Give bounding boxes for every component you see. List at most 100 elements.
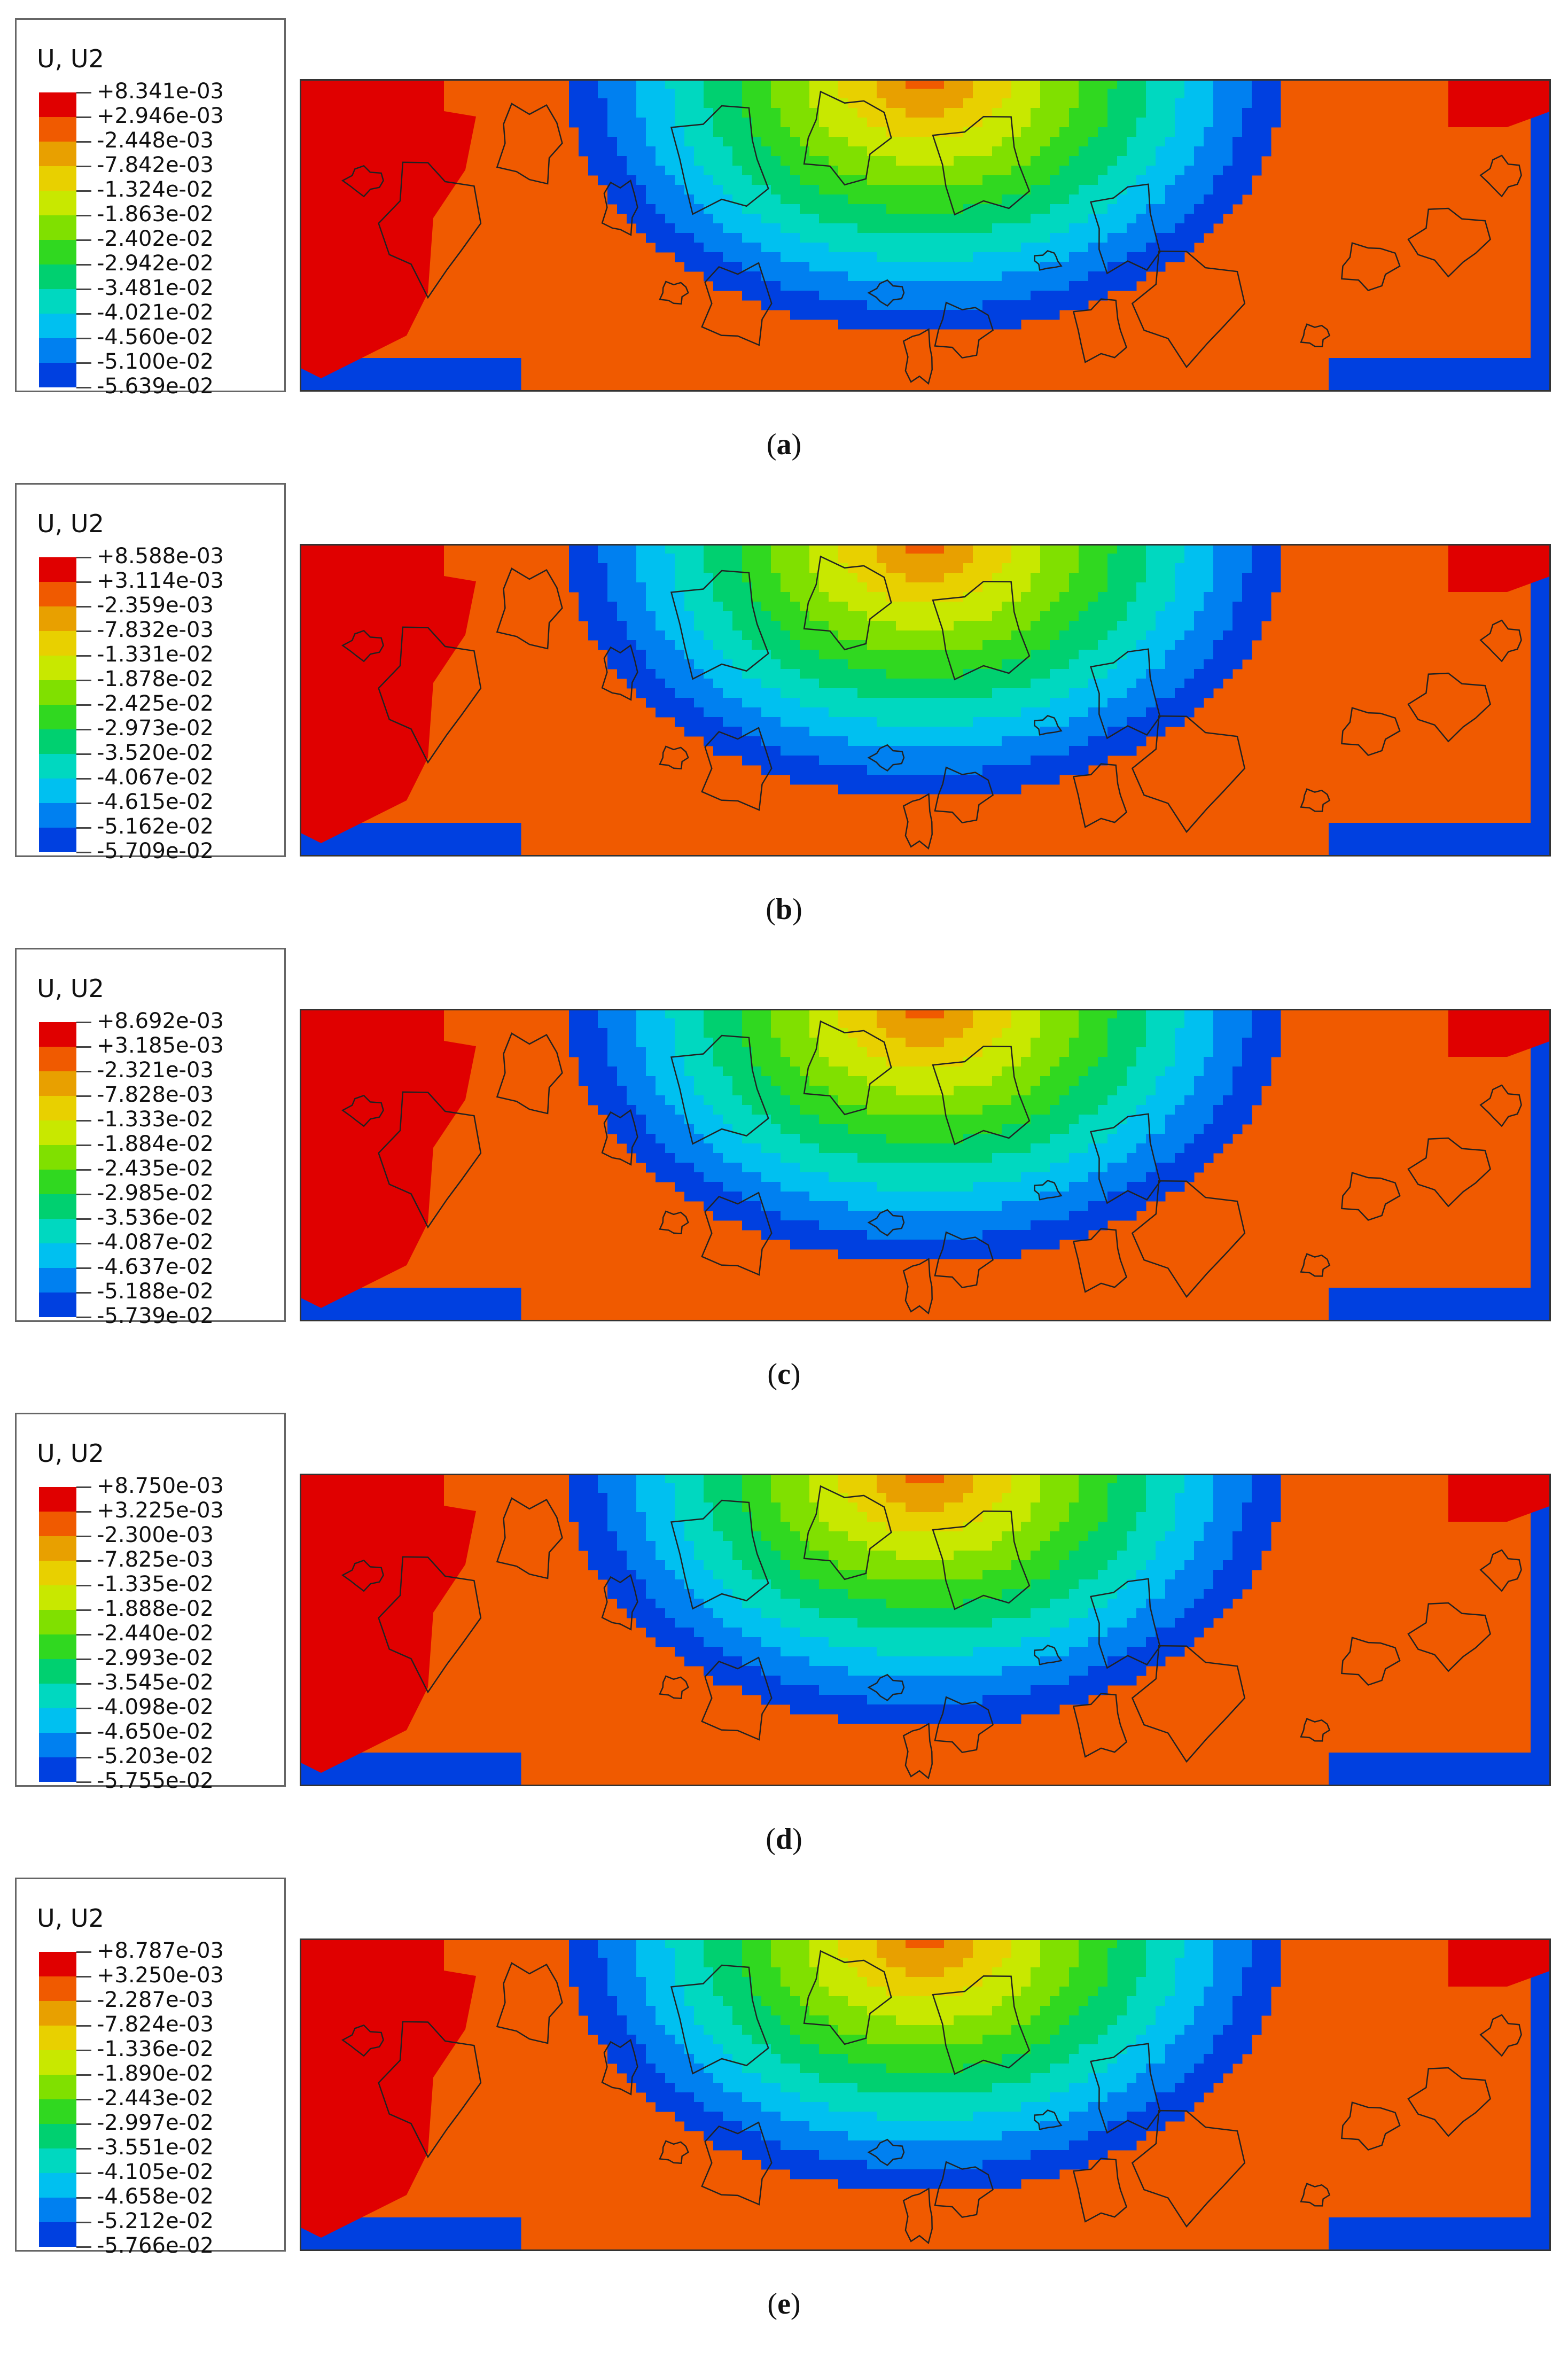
contour-cell (665, 79, 675, 89)
contour-cell (588, 582, 598, 593)
contour-cell (1531, 669, 1541, 679)
contour-cell (1473, 832, 1483, 843)
contour-cell (1059, 1076, 1070, 1086)
contour-cell (1098, 756, 1108, 766)
contour-cell (675, 185, 685, 195)
contour-cell (1146, 118, 1156, 128)
contour-cell (713, 679, 723, 689)
contour-cell (790, 291, 800, 301)
contour-cell (886, 175, 896, 185)
contour-cell (1021, 233, 1031, 243)
contour-cell (482, 832, 493, 843)
contour-cell (1184, 223, 1195, 233)
contour-cell (646, 223, 656, 233)
contour-cell (636, 204, 646, 214)
contour-cell (819, 1009, 829, 1019)
contour-cell (1117, 89, 1127, 99)
contour-cell (1242, 118, 1252, 128)
contour-cell (906, 127, 916, 137)
contour-cell (1156, 214, 1166, 224)
contour-cell (723, 1038, 733, 1048)
contour-cell (1079, 214, 1089, 224)
contour-cell (992, 166, 1002, 176)
contour-cell (627, 1086, 637, 1096)
contour-cell (819, 223, 829, 233)
contour-cell (1540, 1095, 1550, 1105)
contour-cell (982, 592, 993, 602)
contour-cell (934, 214, 945, 224)
contour-cell (742, 214, 752, 224)
contour-cell (1204, 640, 1214, 650)
contour-cell (982, 707, 993, 718)
contour-cell (1540, 291, 1550, 301)
contour-cell (723, 271, 733, 282)
contour-cell (1136, 214, 1146, 224)
contour-cell (617, 108, 627, 118)
contour-cell (886, 118, 896, 128)
contour-cell (800, 698, 810, 708)
contour-cell (656, 1124, 666, 1134)
contour-cell (454, 368, 464, 378)
contour-cell (1088, 98, 1098, 108)
contour-cell (877, 89, 887, 99)
contour-cell (1184, 1124, 1195, 1134)
contour-cell (906, 621, 916, 631)
contour-cell (1175, 204, 1185, 214)
contour-cell (761, 118, 771, 128)
contour-cell (1117, 98, 1127, 108)
contour-cell (982, 756, 993, 766)
contour-cell (819, 262, 829, 272)
contour-cell (761, 1095, 771, 1105)
contour-cell (877, 707, 887, 718)
contour-cell (665, 650, 675, 660)
contour-cell (1059, 204, 1070, 214)
contour-cell (1136, 89, 1146, 99)
contour-cell (1165, 137, 1175, 147)
contour-cell (1031, 214, 1041, 224)
contour-cell (588, 1095, 598, 1105)
contour-cell (848, 1009, 858, 1019)
contour-cell (1213, 1076, 1223, 1086)
contour-cell (800, 611, 810, 621)
contour-cell (454, 852, 464, 857)
contour-cell (636, 554, 646, 564)
contour-cell (944, 243, 954, 253)
contour-cell (838, 233, 848, 243)
contour-cell (1531, 185, 1541, 195)
contour-cell (771, 746, 781, 756)
contour-cell (752, 194, 762, 205)
contour-cell (1213, 118, 1223, 128)
contour-cell (627, 1018, 637, 1029)
contour-cell (877, 108, 887, 118)
contour-cell (1146, 214, 1156, 224)
contour-cell (1098, 650, 1108, 660)
contour-cell (1098, 281, 1108, 291)
contour-cell (1194, 602, 1204, 612)
contour-cell (963, 1124, 973, 1134)
contour-cell (752, 669, 762, 679)
contour-cell (761, 659, 771, 669)
contour-cell (627, 89, 637, 99)
contour-cell (915, 1066, 925, 1077)
contour-cell (1040, 137, 1050, 147)
contour-cell (732, 175, 743, 185)
contour-cell (1444, 852, 1454, 857)
contour-cell (1175, 1076, 1185, 1086)
contour-cell (877, 1115, 887, 1125)
contour-cell (1213, 98, 1223, 108)
contour-cell (684, 698, 695, 708)
contour-cell (829, 223, 839, 233)
contour-cell (838, 118, 848, 128)
contour-cell (809, 650, 820, 660)
legend-swatch (39, 631, 76, 656)
contour-cell (1425, 387, 1435, 392)
contour-cell (732, 611, 743, 621)
contour-cell (1002, 621, 1012, 631)
contour-cell (886, 271, 896, 282)
contour-cell (1473, 368, 1483, 378)
contour-cell (665, 554, 675, 564)
contour-cell (704, 611, 714, 621)
contour-cell (973, 602, 983, 612)
contour-cell (857, 717, 868, 727)
contour-cell (906, 262, 916, 272)
